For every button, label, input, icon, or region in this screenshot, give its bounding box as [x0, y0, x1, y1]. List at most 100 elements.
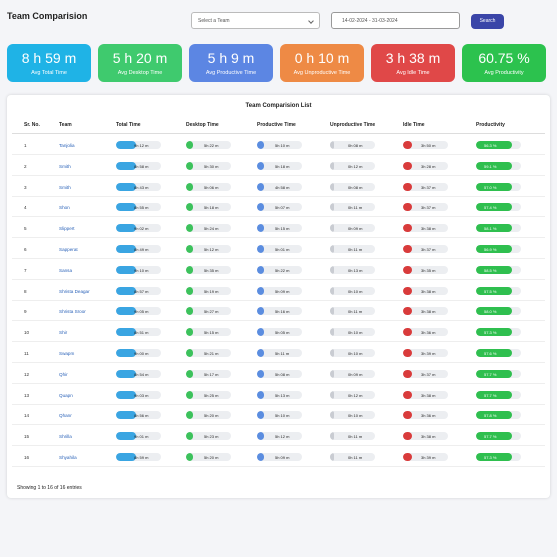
- pill-text: 5h 30 m: [204, 163, 219, 169]
- time-pill: 9h 03 m: [116, 390, 161, 399]
- time-pill: 57.8 %: [476, 411, 521, 420]
- team-link[interactable]: Shrista Deagar: [59, 288, 90, 294]
- team-link[interactable]: Sansa: [59, 267, 73, 273]
- pill-text: 5h 15 m: [275, 226, 290, 232]
- team-link[interactable]: Qhir: [59, 371, 68, 377]
- time-pill: 8h 51 m: [116, 328, 161, 337]
- team-link[interactable]: Swapm: [59, 351, 75, 356]
- time-pill: 9h 10 m: [116, 265, 161, 274]
- pill-fill: [403, 245, 412, 253]
- time-pill: 5h 16 m: [257, 307, 302, 316]
- team-link[interactable]: Smith: [59, 184, 71, 190]
- pill-text: 5h 18 m: [204, 205, 219, 211]
- time-pill: 9h 12 m: [116, 141, 161, 149]
- serial-number: 7: [24, 267, 27, 273]
- serial-number: 2: [24, 163, 27, 169]
- time-pill: 3h 38 m: [403, 432, 448, 441]
- pill-text: 8h 55 m: [134, 205, 149, 211]
- team-link[interactable]: Qhanr: [59, 413, 72, 419]
- stat-card: 5 h 20 m Avg Desktop Time: [98, 44, 182, 82]
- pill-fill: [403, 411, 412, 420]
- time-pill: 57.7 %: [476, 369, 521, 378]
- pill-text: 5h 10 m: [275, 413, 290, 419]
- pill-fill: [116, 224, 136, 233]
- pill-fill: [403, 286, 412, 295]
- time-pill: 8h 55 m: [116, 203, 161, 212]
- time-pill: 3h 36 m: [403, 328, 448, 337]
- serial-number: 4: [24, 205, 27, 211]
- pill-fill: [257, 328, 264, 337]
- pill-text: 3h 37 m: [421, 371, 436, 377]
- pill-text: 58.5 %: [484, 267, 497, 273]
- pill-fill: [403, 328, 412, 337]
- stat-value: 3 h 38 m: [385, 50, 441, 66]
- team-link[interactable]: Tanjolia: [59, 143, 75, 148]
- team-link[interactable]: Shrilla: [59, 434, 72, 440]
- pill-fill: [257, 245, 264, 253]
- pill-text: 3h 35 m: [421, 267, 436, 273]
- time-pill: 3h 35 m: [403, 265, 448, 274]
- row-rule: [12, 320, 545, 322]
- pill-fill: [330, 432, 334, 441]
- pill-text: 57.8 %: [484, 413, 497, 419]
- date-range[interactable]: 14-02-2024 - 31-03-2024: [331, 12, 460, 29]
- team-link[interactable]: Smith: [59, 163, 71, 169]
- pill-fill: [476, 349, 512, 357]
- pill-fill: [257, 161, 264, 170]
- time-pill: 58.1 %: [476, 224, 521, 233]
- team-link[interactable]: Shyahila: [59, 455, 77, 460]
- pill-text: 8h 58 m: [134, 163, 149, 169]
- row-rule: [12, 154, 545, 155]
- time-pill: 5h 22 m: [257, 265, 302, 274]
- pill-fill: [403, 141, 412, 149]
- team-select[interactable]: Select a Team: [191, 12, 320, 29]
- time-pill: 56.3 %: [476, 141, 521, 149]
- team-link[interactable]: Shir: [59, 330, 68, 336]
- pill-text: 9h 01 m: [134, 434, 149, 440]
- time-pill: 5h 23 m: [186, 432, 231, 441]
- team-link[interactable]: Shon: [59, 205, 70, 211]
- pill-fill: [476, 141, 512, 149]
- time-pill: 57.5 %: [476, 286, 521, 295]
- pill-text: 9h 02 m: [134, 226, 149, 232]
- team-link[interactable]: Shrista Sroor: [59, 309, 86, 315]
- pill-fill: [186, 182, 193, 191]
- row-rule: [12, 403, 545, 405]
- pill-text: 0h 11 m: [348, 205, 363, 211]
- team-link[interactable]: Slippert: [59, 226, 75, 232]
- pill-fill: [257, 203, 264, 212]
- pill-text: 5h 06 m: [204, 184, 219, 190]
- pill-text: 57.4 %: [484, 205, 497, 211]
- pill-fill: [403, 203, 412, 212]
- time-pill: 57.7 %: [476, 432, 521, 441]
- search-button[interactable]: Search: [471, 14, 504, 29]
- row-rule: [12, 278, 545, 280]
- pill-text: 5h 21 m: [204, 351, 219, 356]
- time-pill: 0h 11 m: [330, 453, 375, 461]
- pill-text: 0h 12 m: [348, 163, 363, 169]
- pill-fill: [116, 411, 136, 420]
- serial-number: 8: [24, 288, 27, 294]
- time-pill: 5h 15 m: [186, 328, 231, 337]
- pill-text: 8h 43 m: [134, 184, 149, 190]
- column-header: Team: [59, 122, 72, 128]
- team-link[interactable]: Quapn: [59, 392, 73, 398]
- pill-text: 57.3 %: [484, 330, 497, 336]
- pill-text: 5h 25 m: [204, 392, 219, 398]
- pill-fill: [403, 390, 412, 399]
- pill-text: 3h 37 m: [421, 247, 436, 252]
- pill-text: 0h 08 m: [348, 184, 363, 190]
- pill-text: 5h 18 m: [275, 163, 290, 169]
- pill-fill: [116, 265, 136, 274]
- time-pill: 3h 38 m: [403, 224, 448, 233]
- pill-text: 3h 36 m: [421, 413, 436, 419]
- time-pill: 0h 12 m: [330, 161, 375, 170]
- pill-text: 8h 49 m: [134, 247, 149, 252]
- pill-text: 9h 00 m: [134, 351, 149, 356]
- time-pill: 0h 10 m: [330, 411, 375, 420]
- column-header: Desktop Time: [186, 122, 219, 128]
- team-link[interactable]: Sapperat: [59, 247, 78, 252]
- pill-fill: [257, 307, 264, 316]
- pill-fill: [186, 453, 193, 461]
- time-pill: 3h 37 m: [403, 203, 448, 212]
